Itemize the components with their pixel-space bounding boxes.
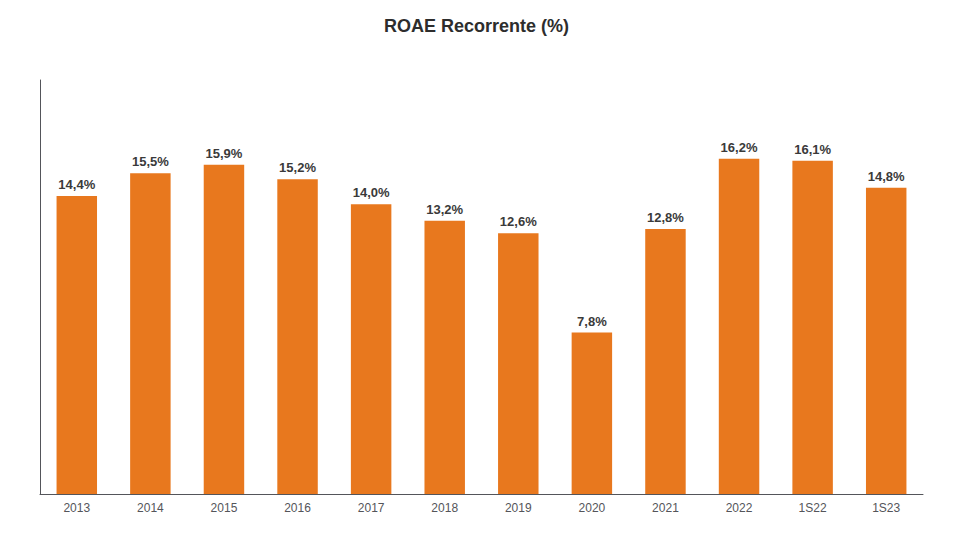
svg-text:1S23: 1S23 (872, 501, 900, 515)
svg-text:14,8%: 14,8% (868, 169, 905, 184)
svg-text:16,1%: 16,1% (794, 142, 831, 157)
svg-text:1S22: 1S22 (799, 501, 827, 515)
svg-text:16,2%: 16,2% (721, 140, 758, 155)
svg-text:2018: 2018 (431, 501, 458, 515)
svg-text:12,8%: 12,8% (647, 210, 684, 225)
svg-text:2015: 2015 (211, 501, 238, 515)
svg-text:7,8%: 7,8% (577, 314, 607, 329)
svg-text:ROAE Recorrente (%): ROAE Recorrente (%) (384, 16, 569, 36)
svg-text:2022: 2022 (726, 501, 753, 515)
svg-text:13,2%: 13,2% (426, 202, 463, 217)
svg-text:15,2%: 15,2% (279, 160, 316, 175)
svg-text:15,5%: 15,5% (132, 154, 169, 169)
svg-text:2019: 2019 (505, 501, 532, 515)
svg-text:15,9%: 15,9% (206, 146, 243, 161)
svg-text:2017: 2017 (358, 501, 385, 515)
svg-text:2013: 2013 (63, 501, 90, 515)
svg-text:2020: 2020 (579, 501, 606, 515)
svg-text:2021: 2021 (652, 501, 679, 515)
svg-text:12,6%: 12,6% (500, 214, 537, 229)
svg-text:14,0%: 14,0% (353, 185, 390, 200)
svg-text:2016: 2016 (284, 501, 311, 515)
svg-text:2014: 2014 (137, 501, 164, 515)
svg-text:14,4%: 14,4% (58, 177, 95, 192)
